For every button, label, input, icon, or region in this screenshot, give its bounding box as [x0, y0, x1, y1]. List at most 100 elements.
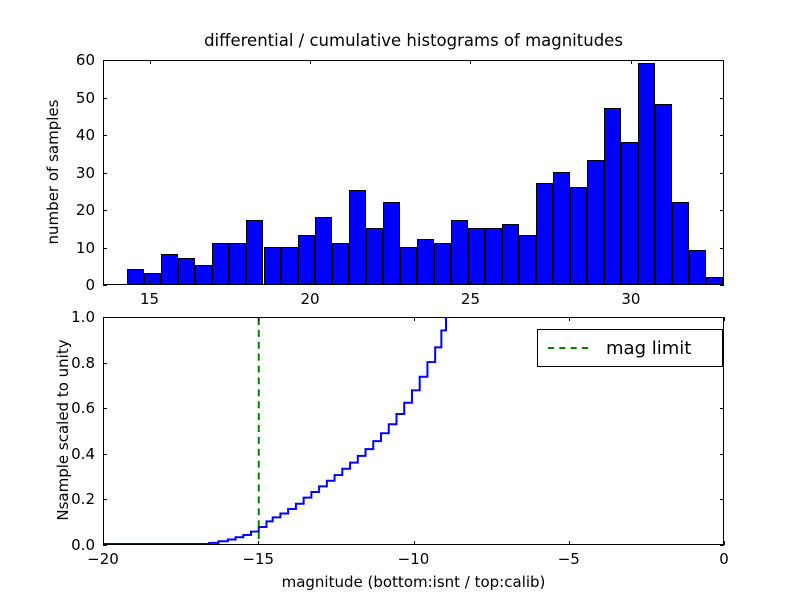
x-tick-label: −5 — [557, 550, 580, 568]
histogram-bar — [144, 272, 162, 284]
cumulative-curve-layer — [104, 318, 447, 544]
y-tick-mark — [720, 285, 724, 286]
histogram-bar — [331, 242, 349, 284]
histogram-bar — [246, 220, 264, 284]
y-tick-label: 50 — [75, 88, 95, 107]
cumulative-step-curve — [104, 318, 447, 544]
y-tick-mark — [720, 172, 724, 174]
y-tick-label: 0.2 — [71, 490, 95, 509]
y-tick-mark — [103, 60, 107, 61]
y-tick-label: 0.0 — [71, 536, 95, 554]
histogram-bar — [365, 227, 383, 284]
x-tick-mark — [724, 317, 725, 321]
y-tick-mark — [103, 499, 107, 501]
histogram-bar — [518, 235, 536, 284]
histogram-bar — [501, 224, 519, 284]
histogram-bar — [382, 201, 400, 284]
y-tick-mark — [103, 285, 107, 286]
y-tick-mark — [103, 317, 107, 318]
histogram-bar — [314, 216, 332, 284]
histogram-bar — [484, 227, 502, 284]
histogram-bar — [620, 141, 638, 284]
histogram-bar — [671, 201, 689, 284]
y-tick-label: 0.6 — [71, 399, 95, 418]
x-tick-label: 30 — [621, 290, 641, 308]
bottom-x-axis-label: magnitude (bottom:isnt / top:calib) — [281, 573, 546, 591]
y-tick-mark — [103, 362, 107, 364]
histogram-bar — [280, 246, 298, 284]
histogram-bar — [467, 227, 485, 284]
x-tick-mark — [470, 281, 472, 285]
histogram-bar — [399, 246, 417, 284]
y-tick-label: 0.4 — [71, 444, 95, 463]
histogram-bar — [450, 220, 468, 284]
y-tick-label: 40 — [75, 126, 95, 144]
histogram-bar — [535, 182, 553, 284]
y-tick-label: 30 — [75, 163, 95, 182]
legend[interactable]: mag limit — [537, 329, 723, 367]
x-tick-label: 0 — [719, 550, 729, 568]
y-tick-mark — [720, 135, 724, 136]
y-tick-label: 20 — [75, 201, 95, 219]
bottom-y-axis-label: Nsample scaled to unity — [54, 339, 72, 521]
histogram-bar — [603, 107, 621, 284]
x-tick-mark — [413, 541, 415, 545]
legend-label-mag-limit: mag limit — [606, 337, 692, 359]
histogram-bar — [161, 254, 179, 284]
histogram-bar — [654, 104, 672, 284]
histogram-bar — [178, 257, 196, 284]
histogram-bar — [416, 239, 434, 284]
y-tick-mark — [103, 172, 107, 174]
histogram-bar — [637, 62, 655, 284]
y-tick-mark — [103, 247, 107, 249]
x-tick-mark — [258, 541, 260, 545]
y-tick-mark — [720, 317, 724, 318]
histogram-bar — [229, 242, 247, 284]
x-tick-mark — [630, 281, 632, 285]
x-tick-label: −15 — [242, 550, 275, 568]
x-tick-mark — [724, 541, 725, 545]
top-y-axis-label: number of samples — [44, 99, 62, 244]
x-tick-mark — [568, 317, 570, 321]
x-tick-label: 25 — [460, 290, 480, 308]
histogram-bar — [552, 171, 570, 284]
x-tick-mark — [630, 60, 632, 64]
y-tick-label: 60 — [75, 51, 95, 69]
y-tick-mark — [720, 408, 724, 410]
y-tick-mark — [103, 97, 107, 99]
x-tick-label: 20 — [300, 290, 320, 308]
figure-title: differential / cumulative histograms of … — [204, 31, 623, 50]
y-tick-label: 1.0 — [71, 308, 95, 326]
histogram-bar — [127, 269, 145, 284]
y-tick-mark — [720, 499, 724, 501]
x-tick-label: 15 — [139, 290, 160, 308]
x-tick-mark — [149, 281, 151, 285]
x-tick-mark — [470, 60, 472, 64]
histogram-bar — [705, 276, 723, 284]
y-tick-mark — [720, 545, 724, 546]
y-tick-mark — [103, 135, 107, 136]
x-tick-mark — [413, 317, 415, 321]
mag-limit-line-icon — [548, 347, 588, 349]
y-tick-mark — [720, 210, 724, 211]
y-tick-mark — [720, 453, 724, 455]
y-tick-mark — [103, 453, 107, 455]
histogram-bar — [195, 265, 213, 284]
y-tick-label: 10 — [75, 238, 95, 257]
histogram-bar — [433, 242, 451, 284]
y-tick-mark — [103, 210, 107, 211]
y-tick-label: 0 — [85, 276, 95, 294]
x-tick-mark — [103, 541, 104, 545]
histogram-bar — [688, 250, 706, 284]
y-tick-mark — [720, 60, 724, 61]
x-tick-mark — [310, 281, 311, 285]
y-tick-mark — [103, 408, 107, 410]
x-tick-mark — [103, 317, 104, 321]
y-tick-label: 0.8 — [71, 353, 95, 372]
histogram-bar — [297, 235, 315, 284]
y-tick-mark — [720, 247, 724, 249]
x-tick-mark — [149, 60, 151, 64]
histogram-bar — [569, 186, 587, 284]
x-tick-label: −10 — [397, 550, 430, 568]
